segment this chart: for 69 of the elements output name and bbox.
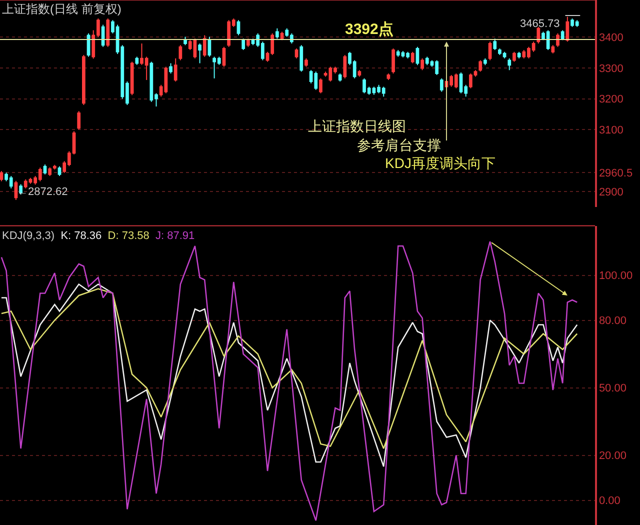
candlestick bbox=[556, 32, 560, 48]
candlestick bbox=[208, 36, 212, 58]
y-tick-label: 2900 bbox=[598, 186, 624, 198]
candlestick bbox=[392, 48, 395, 74]
chart-title: 上证指数(日线 前复权) bbox=[2, 2, 122, 16]
candlestick bbox=[77, 110, 81, 130]
candlestick bbox=[52, 164, 56, 170]
line-series bbox=[0, 240, 578, 522]
series-label: J: 87.91 bbox=[156, 230, 195, 242]
candlestick bbox=[246, 38, 250, 48]
candlestick bbox=[420, 58, 424, 71]
candlestick bbox=[202, 34, 206, 58]
candlestick bbox=[130, 61, 134, 96]
candlestick bbox=[184, 36, 187, 46]
candlestick bbox=[560, 30, 564, 41]
y-tick-label: 20.00 bbox=[598, 450, 626, 462]
y-tick-label: 2960.5 bbox=[598, 168, 633, 180]
candlestick bbox=[236, 20, 240, 36]
candlestick bbox=[319, 78, 322, 94]
candlestick bbox=[174, 58, 178, 82]
candlestick bbox=[338, 72, 342, 82]
candlestick bbox=[82, 54, 86, 106]
y-tick-label: 3400 bbox=[598, 32, 624, 44]
candlestick bbox=[488, 41, 492, 61]
annotation: 参考肩台支撑 bbox=[357, 137, 441, 153]
candlestick bbox=[343, 54, 347, 79]
y-tick-label: 50.00 bbox=[598, 382, 626, 395]
candlestick bbox=[478, 60, 482, 72]
y-tick-label: 0.00 bbox=[598, 495, 620, 508]
candlestick bbox=[551, 44, 555, 54]
candlestick bbox=[276, 28, 279, 40]
y-tick-label: 3100 bbox=[598, 124, 624, 137]
ref-line-label: 3392点 bbox=[345, 21, 394, 38]
candlestick bbox=[416, 46, 420, 66]
candlestick bbox=[0, 170, 4, 182]
y-tick-label: 3200 bbox=[598, 94, 624, 106]
candlestick bbox=[508, 58, 512, 71]
candlestick bbox=[106, 18, 110, 48]
candlestick bbox=[512, 51, 516, 62]
candlestick bbox=[300, 44, 304, 72]
candlestick bbox=[484, 58, 487, 66]
candlestick bbox=[410, 51, 414, 64]
chart-title: KDJ(9,3,3) bbox=[2, 230, 55, 242]
candlestick bbox=[294, 48, 298, 59]
y-tick-label: 80.00 bbox=[598, 315, 626, 328]
candlestick bbox=[566, 16, 570, 42]
candlestick bbox=[493, 38, 497, 51]
y-tick-label: 3300 bbox=[598, 62, 624, 75]
annotation: 上证指数日线图 bbox=[308, 118, 406, 134]
candlestick bbox=[386, 72, 390, 80]
candlestick bbox=[358, 70, 362, 78]
y-tick-label: 100.00 bbox=[598, 270, 633, 282]
candlestick bbox=[304, 58, 308, 68]
candlestick bbox=[536, 26, 540, 44]
candlestick bbox=[14, 180, 18, 200]
candlestick bbox=[440, 78, 444, 92]
candlestick bbox=[135, 56, 139, 66]
candlestick bbox=[48, 166, 52, 176]
candlestick bbox=[169, 62, 172, 74]
candlestick bbox=[242, 38, 246, 51]
candlestick bbox=[517, 51, 521, 59]
candlestick bbox=[58, 166, 62, 176]
annotation: 3465.73 bbox=[520, 18, 560, 30]
text: K: 78.36 bbox=[60, 230, 102, 242]
candlestick bbox=[198, 43, 202, 64]
annotation: KDJ再度调头向下 bbox=[385, 155, 496, 171]
text: D: 73.58 bbox=[108, 230, 150, 242]
candlestick bbox=[43, 164, 47, 175]
candlestick bbox=[178, 44, 182, 61]
